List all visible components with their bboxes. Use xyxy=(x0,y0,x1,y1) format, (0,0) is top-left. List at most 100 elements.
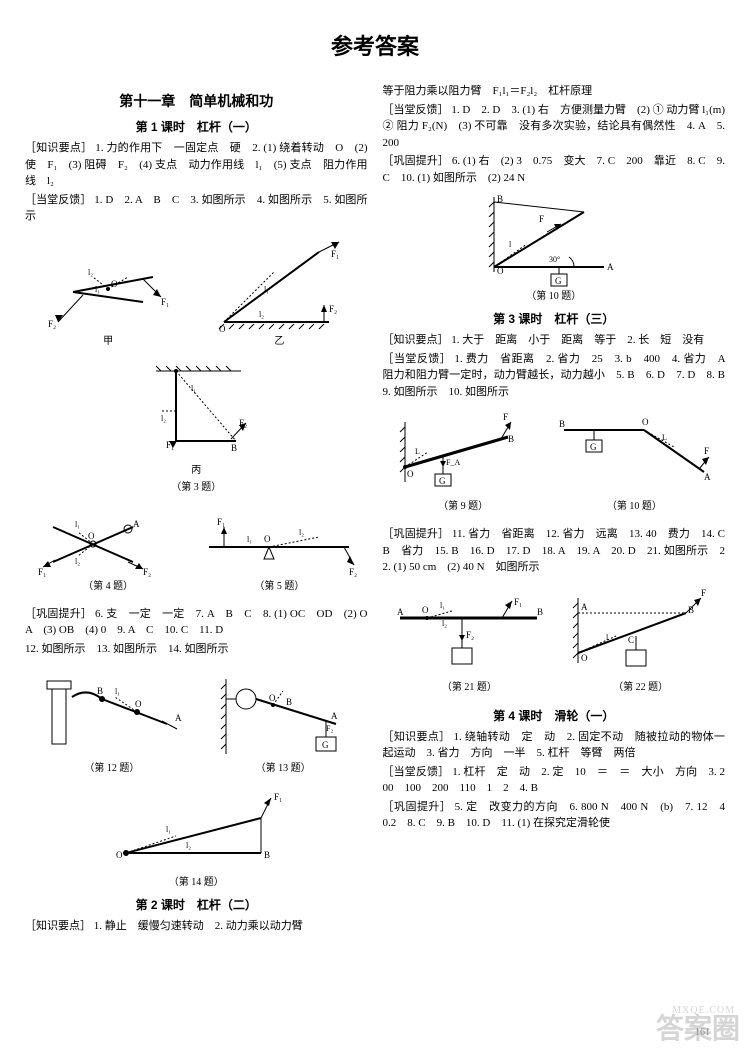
fig-yi: l₁ l₂ O F₁ F₂ 乙 xyxy=(209,237,349,349)
lesson1-keypoints: ［知识要点］ 1. 力的作用下 一固定点 硬 2. (1) 绕着转动 O (2)… xyxy=(25,140,368,190)
watermark: 答案圈 xyxy=(656,1008,740,1050)
svg-text:O: O xyxy=(88,531,95,541)
svg-text:F₁: F₁ xyxy=(514,597,522,607)
fig-5: O F₁ F₂ l₁ l₂ （第 5 题） xyxy=(199,507,359,594)
lesson4-title: 第 4 课时 滑轮（一） xyxy=(383,707,726,725)
svg-text:O: O xyxy=(116,850,123,860)
lesson1-improve: ［巩固提升］ 6. 支 一定 一定 7. A B C 8. (1) OC OD … xyxy=(25,606,368,639)
lesson1-feedback: ［当堂反馈］ 1. D 2. A B C 3. 如图所示 4. 如图所示 5. … xyxy=(25,192,368,225)
svg-text:F₂: F₂ xyxy=(329,304,337,314)
svg-text:A: A xyxy=(133,519,140,529)
fig-4: A O F₁ F₂ l₁ l₂ （第 4 题） xyxy=(33,507,183,594)
fig-row-l3-2122: O A B F₁ l₁ l₂ F₂ （第 21 题） xyxy=(383,582,726,701)
svg-text:l: l xyxy=(509,240,512,249)
svg-text:O: O xyxy=(135,699,142,709)
svg-text:B: B xyxy=(231,443,237,453)
fig-l3-cap9: （第 9 题） xyxy=(393,499,533,514)
svg-text:A: A xyxy=(607,262,614,272)
lesson3-keypoints: ［知识要点］ 1. 大于 距离 小于 距离 等于 2. 长 短 没有 xyxy=(383,332,726,349)
svg-text:l₁: l₁ xyxy=(95,285,100,294)
svg-text:F₂: F₂ xyxy=(349,567,357,577)
svg-text:B: B xyxy=(264,850,270,860)
fig-l2-cap10: （第 10 题） xyxy=(383,289,726,304)
svg-text:O: O xyxy=(264,534,271,544)
svg-text:l₂: l₂ xyxy=(75,557,80,566)
fig-12: O l₁ A B （第 12 题） xyxy=(37,669,187,776)
svg-text:l₁: l₁ xyxy=(115,687,120,696)
two-column-layout: 第十一章 简单机械和功 第 1 课时 杠杆（一） ［知识要点］ 1. 力的作用下… xyxy=(25,83,725,937)
fig-row-45: A O F₁ F₂ l₁ l₂ （第 4 题） xyxy=(25,501,368,600)
svg-text:B: B xyxy=(286,697,292,707)
fig-l3-10: B O A G L F （第 10 题） xyxy=(554,412,714,514)
svg-text:l₁: l₁ xyxy=(264,285,269,294)
svg-text:F₁: F₁ xyxy=(331,249,339,259)
chapter-title: 第十一章 简单机械和功 xyxy=(25,91,368,112)
fig-row-l3-910: O L F F_A G B （第 9 题） xyxy=(383,406,726,520)
svg-text:l₁: l₁ xyxy=(166,825,171,834)
svg-text:O: O xyxy=(497,266,504,276)
svg-text:L: L xyxy=(415,447,420,456)
svg-text:F₁: F₁ xyxy=(217,517,225,527)
svg-text:C: C xyxy=(628,635,634,645)
lesson3-feedback: ［当堂反馈］ 1. 费力 省距离 2. 省力 25 3. b 400 4. 省力… xyxy=(383,351,726,401)
fig-cap5: （第 5 题） xyxy=(199,579,359,594)
svg-text:G: G xyxy=(590,442,597,452)
svg-text:l₂: l₂ xyxy=(299,528,304,537)
svg-text:B: B xyxy=(559,419,565,429)
svg-text:O: O xyxy=(111,279,118,289)
svg-text:G: G xyxy=(322,740,329,750)
svg-text:O: O xyxy=(642,417,649,427)
svg-text:F: F xyxy=(503,412,508,422)
svg-text:F₁: F₁ xyxy=(274,792,282,802)
fig-l3-cap22: （第 22 题） xyxy=(566,680,716,695)
fig-row-1213: O l₁ A B （第 12 题） O B xyxy=(25,663,368,782)
fig-jia: O F₂ F₁ l₂ l₁ 甲 xyxy=(43,247,173,349)
svg-text:l₁: l₁ xyxy=(191,384,196,393)
fig-bing-caption: 丙 xyxy=(25,463,368,478)
fig-cap3: （第 3 题） xyxy=(25,480,368,495)
svg-text:F₂: F₂ xyxy=(48,319,56,329)
svg-text:A: A xyxy=(175,713,182,723)
lesson3-title: 第 3 课时 杠杆（三） xyxy=(383,310,726,328)
left-column: 第十一章 简单机械和功 第 1 课时 杠杆（一） ［知识要点］ 1. 力的作用下… xyxy=(25,83,368,937)
page-title: 参考答案 xyxy=(25,30,725,63)
svg-text:G: G xyxy=(439,476,446,486)
svg-text:G: G xyxy=(555,276,562,286)
fig-cap12: （第 12 题） xyxy=(37,761,187,776)
svg-text:F₂: F₂ xyxy=(466,630,474,640)
svg-text:F: F xyxy=(539,214,544,224)
svg-text:B: B xyxy=(537,607,543,617)
svg-text:O: O xyxy=(269,693,276,703)
lesson2-title: 第 2 课时 杠杆（二） xyxy=(25,896,368,914)
svg-text:F: F xyxy=(704,446,709,456)
lesson1-improve2: 12. 如图所示 13. 如图所示 14. 如图所示 xyxy=(25,641,368,658)
svg-text:F₁: F₁ xyxy=(161,297,169,307)
right-column: 等于阻力乘以阻力臂 F₁l₁＝F₂l₂ 杠杆原理 ［当堂反馈］ 1. D 2. … xyxy=(383,83,726,937)
svg-text:B: B xyxy=(508,434,514,444)
fig-row-jiaye: O F₂ F₁ l₂ l₁ 甲 xyxy=(25,231,368,355)
svg-text:l₂: l₂ xyxy=(161,414,166,423)
svg-text:l₂: l₂ xyxy=(442,619,447,628)
svg-text:B: B xyxy=(97,686,103,696)
svg-text:A: A xyxy=(581,602,588,612)
svg-text:l₂: l₂ xyxy=(186,841,191,850)
lesson2-feedback: ［当堂反馈］ 1. D 2. D 3. (1) 右 方便测量力臂 (2) ① 动… xyxy=(383,102,726,152)
svg-text:F_A: F_A xyxy=(446,458,460,467)
lesson3-improve: ［巩固提升］ 11. 省力 省距离 12. 省力 远离 13. 40 费力 14… xyxy=(383,526,726,576)
svg-text:O: O xyxy=(407,469,414,479)
svg-text:l₂: l₂ xyxy=(259,310,264,319)
svg-text:F₂: F₂ xyxy=(326,724,333,733)
svg-text:L: L xyxy=(662,433,667,442)
svg-text:F₂: F₂ xyxy=(143,567,151,577)
svg-text:O: O xyxy=(422,605,429,615)
svg-text:F: F xyxy=(701,588,706,598)
svg-text:A: A xyxy=(397,607,404,617)
fig-l3-cap21: （第 21 题） xyxy=(392,680,547,695)
lesson2-keypoints: ［知识要点］ 1. 静止 缓慢匀速转动 2. 动力乘以动力臂 xyxy=(25,918,368,935)
svg-text:A: A xyxy=(331,711,338,721)
svg-text:l₁: l₁ xyxy=(247,535,252,544)
fig-13: O B A G F₂ （第 13 题） xyxy=(211,669,356,776)
fig-l2-10: B O A F l 30° G （第 10 题） xyxy=(383,192,726,304)
lesson4-improve: ［巩固提升］ 5. 定 改变力的方向 6. 800 N 400 N (b) 7.… xyxy=(383,799,726,832)
lesson1-title: 第 1 课时 杠杆（一） xyxy=(25,118,368,136)
